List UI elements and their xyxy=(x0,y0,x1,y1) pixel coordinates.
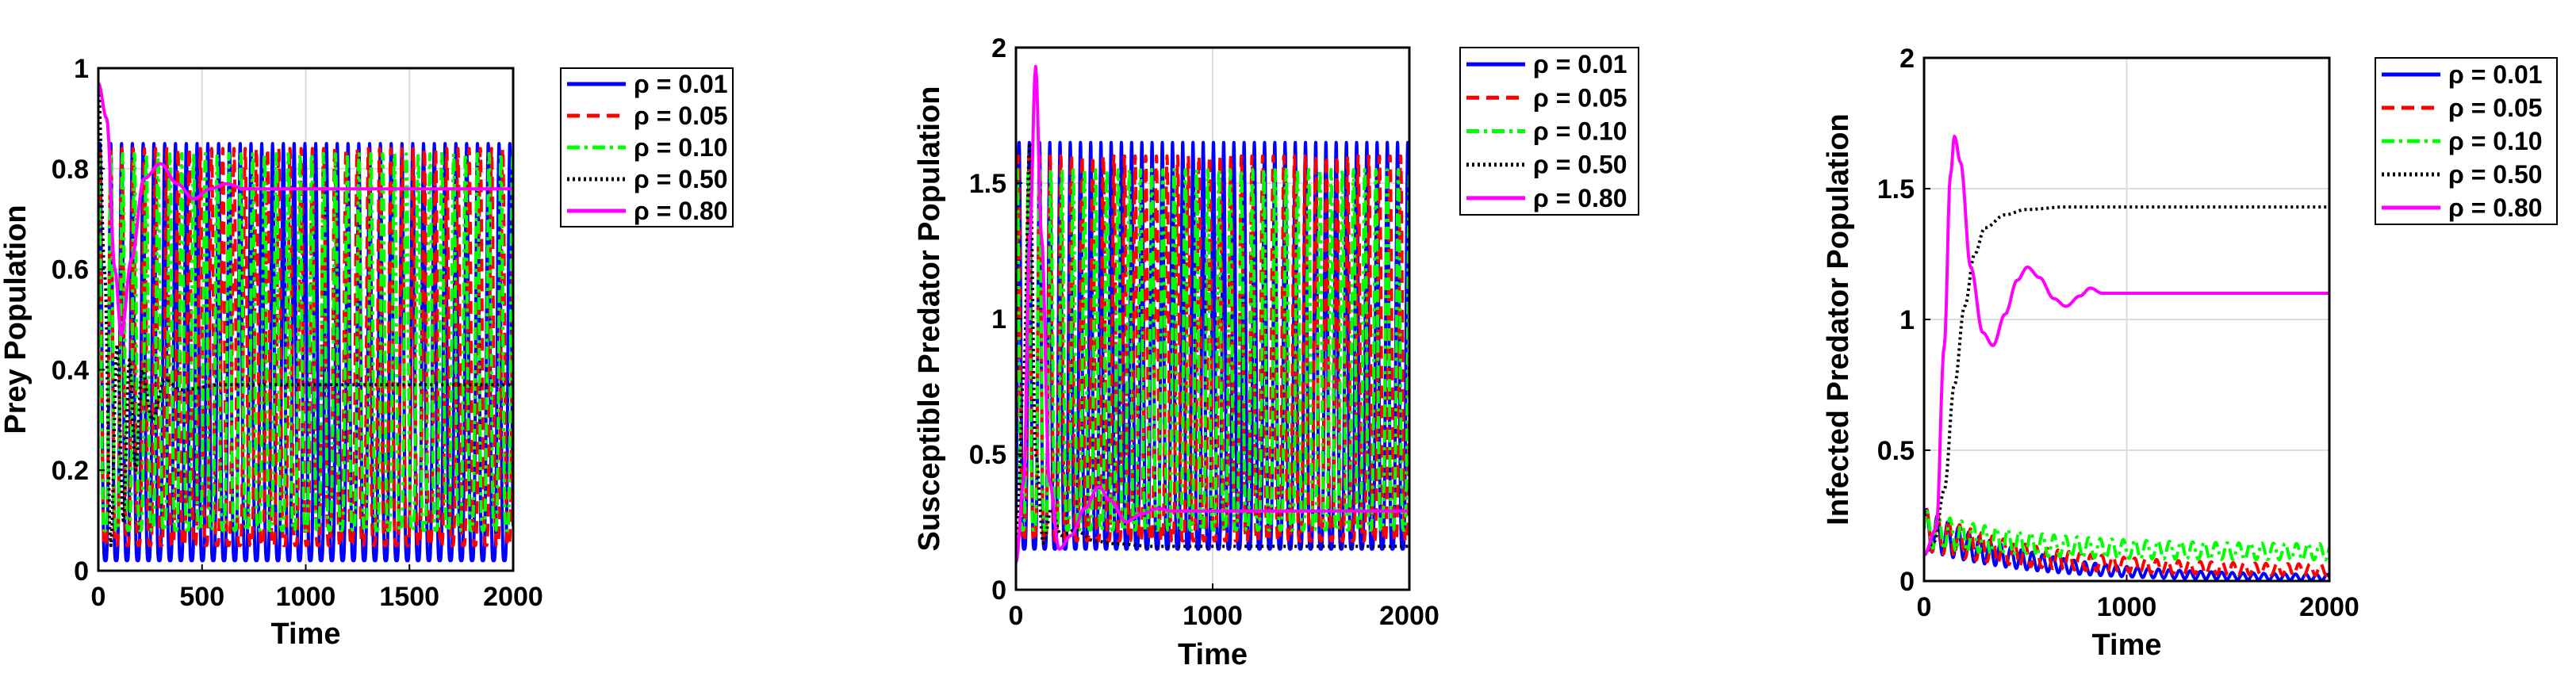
legend-entry-label: ρ = 0.01 xyxy=(2448,60,2543,89)
x-axis-label: Time xyxy=(270,617,340,651)
legend-box xyxy=(2375,57,2558,225)
x-tick-label: 1000 xyxy=(2097,592,2157,622)
y-tick-label: 0.5 xyxy=(969,440,1006,470)
legend-entry-label: ρ = 0.80 xyxy=(634,197,728,225)
legend-entry-label: ρ = 0.10 xyxy=(1533,117,1627,146)
legend-entry-label: ρ = 0.05 xyxy=(1533,83,1627,112)
legend-entry-label: ρ = 0.50 xyxy=(1533,151,1627,179)
legend-entry-label: ρ = 0.80 xyxy=(2448,193,2543,222)
y-tick-label: 0 xyxy=(74,556,89,587)
x-axis-label: Time xyxy=(1178,638,1248,671)
y-tick-label: 1 xyxy=(74,54,89,84)
x-tick-label: 2000 xyxy=(1379,601,1439,631)
series-group xyxy=(98,82,513,563)
series-line-3 xyxy=(1016,167,1409,532)
x-tick-label: 0 xyxy=(1009,601,1024,631)
y-tick-label: 0.6 xyxy=(52,255,89,285)
legend-box xyxy=(560,67,734,227)
series-line-5 xyxy=(1924,135,2329,556)
x-tick-label: 1500 xyxy=(379,582,439,612)
x-tick-label: 0 xyxy=(91,582,106,612)
legend: ρ = 0.01 ρ = 0.05 ρ = 0.10 ρ = 0.50 ρ = 0.80 xyxy=(560,67,734,227)
y-tick-label: 1.5 xyxy=(969,169,1006,199)
legend: ρ = 0.01 ρ = 0.05 ρ = 0.10 ρ = 0.50 ρ = 0.80 xyxy=(1459,47,1639,216)
y-tick-label: 0.5 xyxy=(1877,436,1915,466)
y-tick-label: 1.5 xyxy=(1877,174,1915,205)
x-axis-label: Time xyxy=(2091,629,2161,662)
x-tick-label: 500 xyxy=(179,582,224,612)
y-axis-label: Prey Population xyxy=(0,205,33,434)
series-line-3 xyxy=(1924,510,2329,562)
chart-panel-1: 0 500 1000 1500 2000 0 0.2 0.4 0.6 0.8 1 Time Prey P… xyxy=(0,54,734,651)
series-line-2 xyxy=(98,147,513,548)
y-tick-label: 1 xyxy=(1899,305,1915,335)
y-tick-label: 0 xyxy=(991,575,1006,606)
series-line-4 xyxy=(98,82,513,548)
x-tick-label: 1000 xyxy=(276,582,336,612)
legend: ρ = 0.01 ρ = 0.05 ρ = 0.10 ρ = 0.50 ρ = 0.80 xyxy=(2375,57,2558,225)
legend-entry-label: ρ = 0.01 xyxy=(634,70,728,98)
legend-entry-label: ρ = 0.05 xyxy=(634,101,728,130)
legend-entry-label: ρ = 0.10 xyxy=(2448,127,2543,155)
y-axis-label: Infected Predator Population xyxy=(1822,113,1855,525)
y-tick-label: 0.2 xyxy=(52,456,89,486)
series-line-2 xyxy=(1924,507,2329,577)
legend-entry-label: ρ = 0.80 xyxy=(1533,184,1627,212)
x-tick-label: 2000 xyxy=(2299,592,2359,622)
legend-entry-label: ρ = 0.10 xyxy=(634,133,728,162)
series-group xyxy=(1924,135,2329,581)
series-line-5 xyxy=(1016,64,1409,564)
series-line-3 xyxy=(98,151,513,533)
chart-panel-2: 0 1000 2000 0 0.5 1 1.5 2 Time Susceptible Predat… xyxy=(913,33,1639,671)
x-tick-label: 1000 xyxy=(1183,601,1243,631)
legend-entry-label: ρ = 0.05 xyxy=(2448,94,2543,122)
y-axis-label: Susceptible Predator Population xyxy=(913,86,946,552)
legend-box xyxy=(1459,47,1639,216)
series-group xyxy=(1016,64,1409,564)
legend-entry-label: ρ = 0.50 xyxy=(634,165,728,193)
y-tick-label: 2 xyxy=(991,33,1006,63)
y-tick-label: 0.4 xyxy=(52,355,89,385)
y-tick-label: 2 xyxy=(1899,44,1915,74)
x-tick-label: 2000 xyxy=(483,582,543,612)
series-line-4 xyxy=(1924,205,2329,556)
y-tick-label: 0.8 xyxy=(52,155,89,185)
series-line-4 xyxy=(1016,140,1409,564)
chart-panel-3: 0 1000 2000 0 0.5 1 1.5 2 Time Infected Predator … xyxy=(1822,44,2558,662)
y-tick-label: 1 xyxy=(991,304,1006,335)
legend-entry-label: ρ = 0.50 xyxy=(2448,160,2543,189)
x-tick-label: 0 xyxy=(1917,592,1932,622)
y-tick-label: 0 xyxy=(1899,567,1915,597)
legend-entry-label: ρ = 0.01 xyxy=(1533,50,1627,78)
series-line-5 xyxy=(98,82,513,336)
